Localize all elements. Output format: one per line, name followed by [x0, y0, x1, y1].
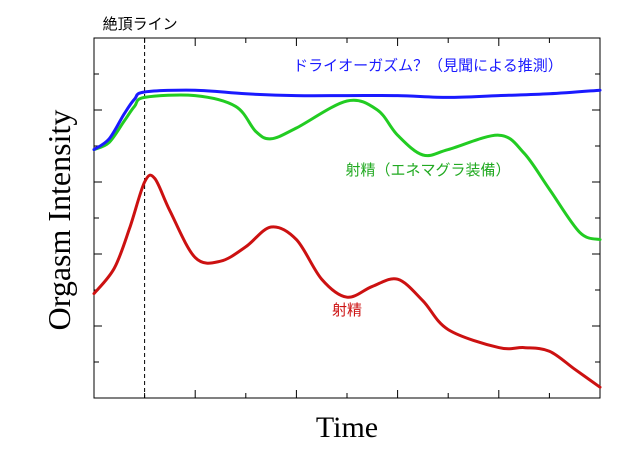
series-annotation-2: 射精 — [332, 301, 362, 319]
x-axis-label: Time — [316, 411, 378, 444]
series-annotation-1: 射精（エネマグラ装備） — [345, 161, 510, 179]
series-line-0 — [92, 88, 602, 152]
annotations: ドライオーガズム？（見聞による推測） 射精（エネマグラ装備） 射精 — [293, 56, 563, 319]
series-group — [92, 88, 602, 389]
plot-area — [93, 37, 601, 399]
series-line-2 — [92, 173, 602, 389]
axis-ticks — [94, 38, 600, 398]
series-line-1 — [92, 93, 602, 242]
climax-line-label: 絶頂ライン — [103, 15, 178, 33]
y-axis-label: Orgasm Intensity — [41, 110, 77, 331]
series-annotation-0: ドライオーガズム？（見聞による推測） — [293, 56, 563, 74]
